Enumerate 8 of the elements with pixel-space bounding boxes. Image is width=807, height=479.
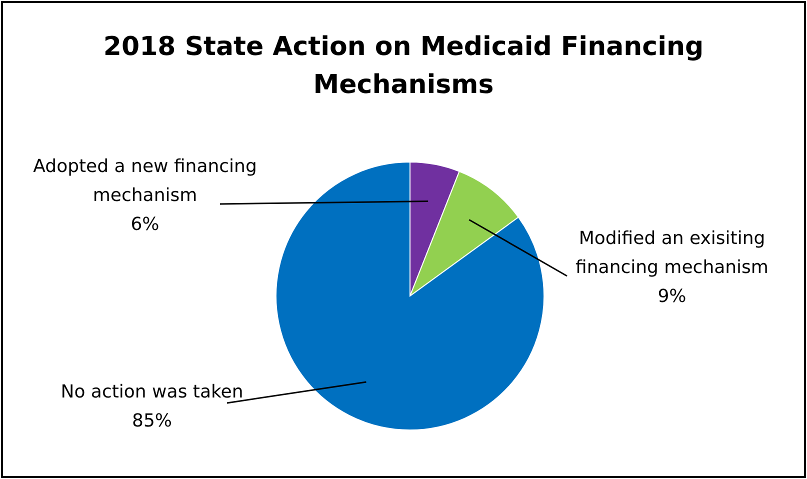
- data-label: 9%: [658, 286, 686, 307]
- chart-title: 2018 State Action on Medicaid Financing Mechanisms: [103, 32, 704, 100]
- slice-label: No action was taken: [60, 382, 244, 402]
- pie-slice: [276, 162, 544, 430]
- slice-label: Modified an exisiting financing mechanism: [576, 228, 768, 278]
- slice-label: Adopted a new financing mechanism: [33, 156, 257, 206]
- data-label: 6%: [130, 214, 160, 235]
- data-label: 85%: [132, 410, 172, 432]
